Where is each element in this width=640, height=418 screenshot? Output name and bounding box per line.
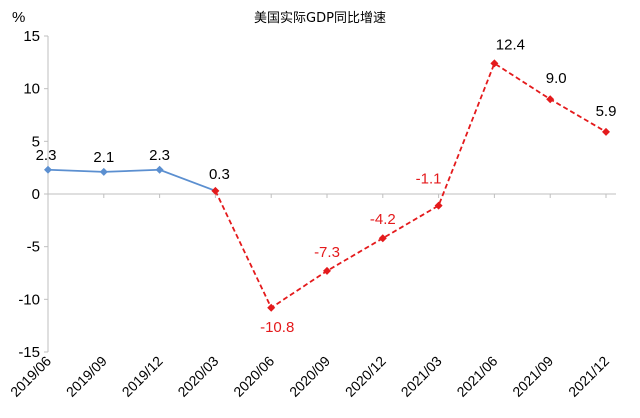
data-label: 0.3	[209, 166, 230, 183]
data-label: -7.3	[314, 244, 340, 261]
x-tick-label: 2021/09	[509, 353, 556, 400]
data-label: 12.4	[496, 36, 525, 53]
data-label: -4.2	[370, 211, 396, 228]
x-tick-label: 2019/09	[63, 353, 110, 400]
x-tick-label: 2020/06	[230, 353, 277, 400]
series-markers	[44, 59, 610, 312]
data-label: 2.3	[149, 147, 170, 164]
series-line-solid	[47, 168, 216, 192]
series-line-dashed	[214, 62, 607, 310]
x-tick-label: 2020/03	[174, 353, 221, 400]
y-tick-label: 10	[23, 81, 40, 98]
x-tick-label: 2020/09	[286, 353, 333, 400]
data-label: 5.9	[596, 103, 617, 120]
data-label: 2.3	[36, 147, 57, 164]
series-lines	[47, 62, 607, 310]
data-point-marker	[323, 266, 331, 275]
data-labels: 2.3 2.1 2.3 0.3 -10.8 -7.3 -4.2 -1.1 12.4 9.0 5.9	[36, 36, 617, 335]
y-tick-label: 15	[23, 28, 40, 45]
data-label: -10.8	[260, 319, 294, 336]
x-axis: 2019/06 2019/09 2019/12 2020/03 2020/06 2020/…	[7, 193, 616, 400]
data-point-marker	[44, 165, 52, 174]
data-point-marker	[546, 95, 555, 104]
data-label: 9.0	[546, 70, 567, 87]
x-tick-label: 2021/06	[453, 353, 500, 400]
data-point-marker	[378, 234, 387, 243]
data-point-marker	[267, 303, 276, 312]
y-tick-label: -10	[18, 291, 40, 308]
y-tick-label: 5	[32, 133, 40, 150]
y-axis: 15 10 5 0 -5 -10 -15	[18, 28, 49, 361]
data-point-marker	[99, 167, 108, 176]
data-point-marker	[434, 201, 443, 210]
data-label: 2.1	[93, 149, 114, 166]
y-tick-label: -5	[27, 239, 40, 256]
x-tick-label: 2021/03	[398, 353, 445, 400]
y-tick-label: -15	[18, 344, 40, 361]
data-point-marker	[602, 127, 610, 136]
x-tick-label: 2021/12	[565, 353, 612, 400]
chart-title: 美国实际GDP同比增速	[254, 11, 386, 26]
data-point-marker	[490, 59, 499, 68]
x-tick-label: 2020/12	[342, 353, 389, 400]
data-label: -1.1	[416, 171, 442, 188]
y-axis-unit: %	[12, 9, 25, 26]
data-point-marker	[155, 165, 164, 174]
y-tick-label: 0	[32, 186, 40, 203]
data-point-marker	[211, 186, 220, 195]
x-tick-label: 2019/12	[119, 353, 166, 400]
